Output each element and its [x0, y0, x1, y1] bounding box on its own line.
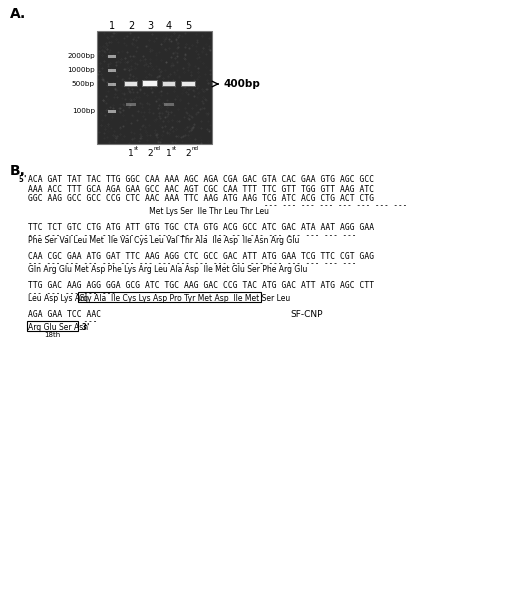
Text: nd: nd — [191, 147, 198, 152]
Text: Gly Ala  Ile Cys Lys Asp Pro Tyr Met Asp  Ile Met Ser Leu: Gly Ala Ile Cys Lys Asp Pro Tyr Met Asp … — [79, 294, 290, 303]
Text: 100bp: 100bp — [72, 108, 95, 114]
Bar — [143, 81, 157, 86]
Bar — [126, 103, 136, 106]
Bar — [78, 292, 261, 302]
Text: 3': 3' — [82, 323, 92, 332]
Text: TTG GAC AAG AGG GGA GCG ATC TGC AAG GAC CCG TAC ATG GAC ATT ATG AGC CTT: TTG GAC AAG AGG GGA GCG ATC TGC AAG GAC … — [28, 281, 374, 290]
Text: 5': 5' — [18, 175, 28, 184]
Text: 2: 2 — [147, 149, 153, 158]
Text: GGC AAG GCC GCC CCG CTC AAC AAA TTC AAG ATG AAG TCG ATC ACG CTG ACT CTG: GGC AAG GCC GCC CCG CTC AAC AAA TTC AAG … — [28, 194, 374, 203]
Text: Leu Asp Lys Arg: Leu Asp Lys Arg — [28, 294, 91, 303]
Text: 3: 3 — [147, 21, 153, 31]
Text: 1000bp: 1000bp — [67, 67, 95, 73]
Bar — [164, 103, 174, 106]
Text: A.: A. — [10, 7, 26, 21]
Text: 500bp: 500bp — [72, 81, 95, 87]
Text: AAA ACC TTT GCA AGA GAA GCC AAC AGT CGC CAA TTT TTC GTT TGG GTT AAG ATC: AAA ACC TTT GCA AGA GAA GCC AAC AGT CGC … — [28, 184, 374, 193]
Text: st: st — [172, 147, 177, 152]
Bar — [124, 81, 138, 87]
Text: --- --- --- --- ---: --- --- --- --- --- — [28, 289, 116, 298]
Bar — [142, 80, 158, 87]
Bar — [108, 110, 116, 113]
Text: --- --- --- --- --- --- --- --- --- --- --- --- --- --- --- --- --- ---: --- --- --- --- --- --- --- --- --- --- … — [28, 231, 356, 240]
Text: 1: 1 — [166, 149, 172, 158]
Bar — [27, 321, 78, 331]
Text: --- --- --- --- --- --- --- ---: --- --- --- --- --- --- --- --- — [28, 201, 407, 210]
Text: 2: 2 — [128, 21, 134, 31]
Text: SF-CNP: SF-CNP — [290, 310, 323, 319]
Text: AGA GAA TCC AAC: AGA GAA TCC AAC — [28, 310, 101, 319]
Text: 18th: 18th — [44, 332, 60, 338]
Text: 5: 5 — [185, 21, 191, 31]
Bar — [97, 31, 212, 144]
Text: 4: 4 — [166, 21, 172, 31]
Text: 2: 2 — [185, 149, 191, 158]
Bar — [162, 81, 176, 87]
Bar — [108, 68, 116, 71]
Text: nd: nd — [153, 147, 160, 152]
Text: Met Lys Ser  Ile Thr Leu Thr Leu: Met Lys Ser Ile Thr Leu Thr Leu — [28, 207, 269, 216]
Bar — [181, 81, 196, 87]
Bar — [182, 82, 195, 86]
Text: CAA CGC GAA ATG GAT TTC AAG AGG CTC GCC GAC ATT ATG GAA TCG TTC CGT GAG: CAA CGC GAA ATG GAT TTC AAG AGG CTC GCC … — [28, 252, 374, 261]
Text: Gln Arg Glu Met Asp Phe Lys Arg Leu Ala Asp  Ile Met Glu Ser Phe Arg Glu: Gln Arg Glu Met Asp Phe Lys Arg Leu Ala … — [28, 265, 307, 274]
Text: 1: 1 — [128, 149, 134, 158]
Text: --- --- --- --- --- --- --- --- --- --- --- --- --- --- --- --- --- ---: --- --- --- --- --- --- --- --- --- --- … — [28, 259, 356, 268]
Bar — [108, 55, 116, 58]
Text: 400bp: 400bp — [224, 79, 261, 89]
Text: 1: 1 — [109, 21, 115, 31]
Text: st: st — [134, 147, 139, 152]
Text: TTC TCT GTC CTG ATG ATT GTG TGC CTA GTG ACG GCC ATC GAC ATA AAT AGG GAA: TTC TCT GTC CTG ATG ATT GTG TGC CTA GTG … — [28, 223, 374, 232]
Text: B.: B. — [10, 164, 26, 178]
Text: Phe Ser Val Leu Met  Ile Val Cys Leu Val Thr Ala  Ile Asp  Ile Asn Arg Glu: Phe Ser Val Leu Met Ile Val Cys Leu Val … — [28, 236, 299, 245]
Text: --- --- --- ---: --- --- --- --- — [28, 317, 97, 326]
Text: Arg Glu Ser Asn: Arg Glu Ser Asn — [28, 323, 88, 332]
Text: 2000bp: 2000bp — [67, 53, 95, 59]
Bar — [163, 82, 175, 86]
Bar — [125, 82, 137, 86]
Bar — [108, 83, 116, 86]
Text: ACA GAT TAT TAC TTG GGC CAA AAA AGC AGA CGA GAC GTA CAC GAA GTG AGC GCC: ACA GAT TAT TAC TTG GGC CAA AAA AGC AGA … — [28, 175, 374, 184]
